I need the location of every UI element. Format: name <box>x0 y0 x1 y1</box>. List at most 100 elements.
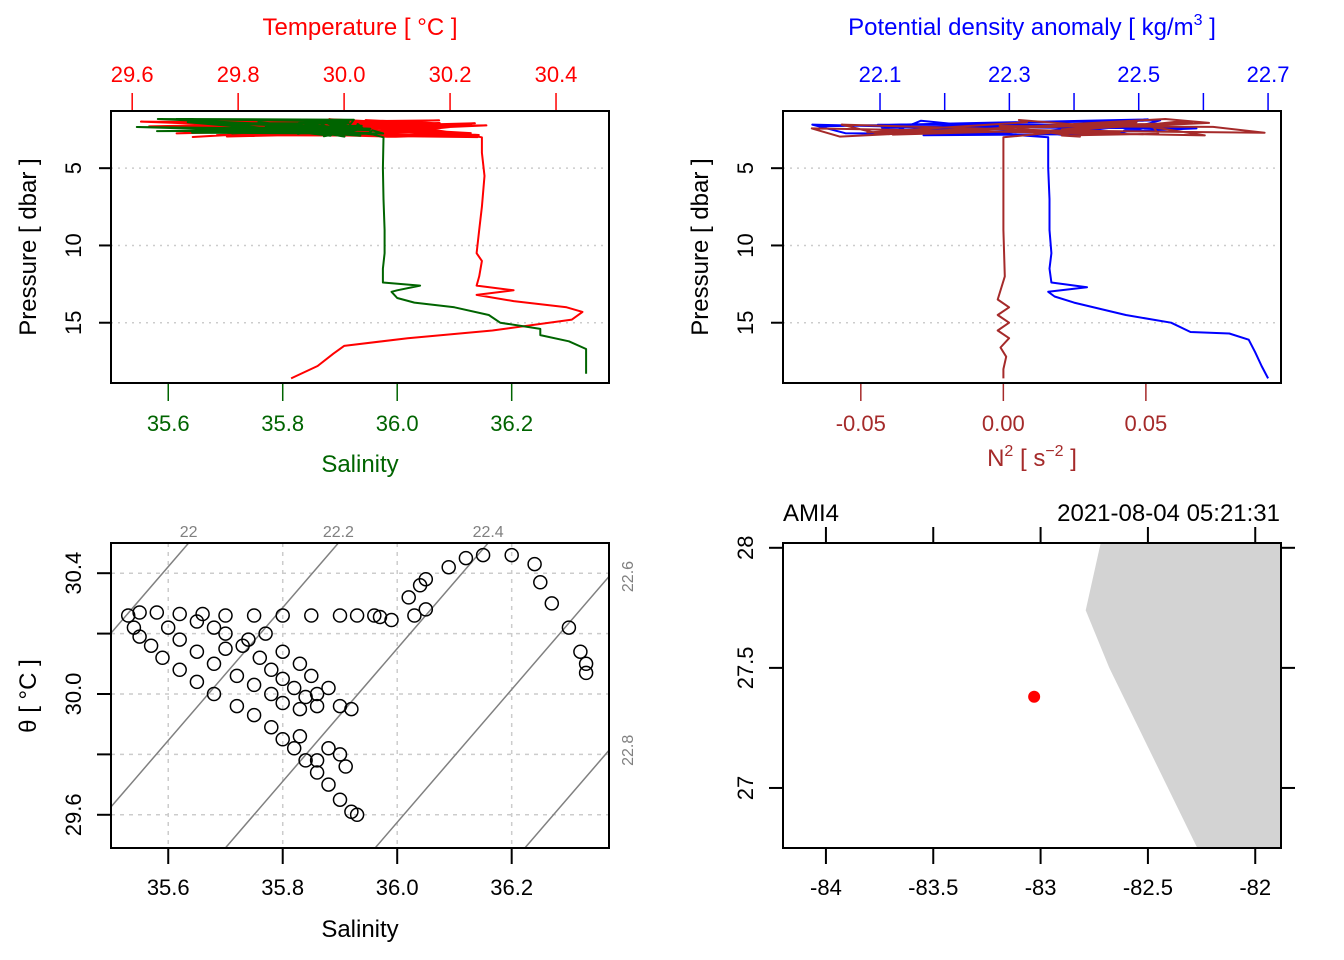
ts-gridlines <box>111 543 609 848</box>
ts-point <box>218 641 233 656</box>
ts-point <box>321 680 336 696</box>
pressure-gridlines <box>111 167 609 324</box>
ts-point <box>206 686 222 702</box>
temperature-axis-title: Temperature [ °C ] <box>263 14 458 41</box>
ts-point <box>172 606 187 622</box>
plot-frame <box>110 110 610 384</box>
x-tick-label: -83.5 <box>908 875 958 900</box>
n2-axis-title: N2 [ s−2 ] <box>987 443 1077 472</box>
ts-point <box>309 765 325 780</box>
isopycnal-labels: 22 22.2 22.4 22.6 22.8 <box>180 524 637 766</box>
map-axes: -84 -83.5 -83 -82.5 -82 27 27.5 28 <box>733 527 1295 900</box>
y-tick-label: 27.5 <box>733 646 758 689</box>
ts-point <box>252 650 268 666</box>
top-tick-label: 22.5 <box>1117 62 1160 87</box>
pressure-axis-title: Pressure [ dbar ] <box>15 158 42 335</box>
density-axis: 22.1 22.3 22.5 22.7 <box>859 62 1290 111</box>
ts-point <box>441 559 456 575</box>
y-tick-label: 5 <box>61 162 86 174</box>
ts-point <box>258 626 273 641</box>
bottom-tick-label: 0.05 <box>1124 411 1167 436</box>
top-tick-label: 30.4 <box>535 62 578 87</box>
ts-point <box>246 677 262 693</box>
bottom-tick-label: 36.0 <box>376 411 419 436</box>
ts-point <box>292 701 308 717</box>
ts-point <box>304 668 319 684</box>
profile-series <box>810 118 1269 379</box>
ts-point <box>332 792 348 807</box>
temperature-axis: 29.6 29.8 30.0 30.2 30.4 <box>111 62 578 111</box>
top-tick-label: 22.1 <box>859 62 902 87</box>
ts-point <box>544 596 560 611</box>
ts-point <box>206 620 222 635</box>
ts-point <box>275 608 290 623</box>
ts-point <box>349 608 365 623</box>
coastline-land <box>1085 543 1281 848</box>
ts-point <box>573 644 588 659</box>
x-tick-label: -83 <box>1025 875 1057 900</box>
series-salinity <box>135 118 588 374</box>
pressure-axis-title: Pressure [ dbar ] <box>687 158 714 335</box>
x-tick-label: -82.5 <box>1123 875 1173 900</box>
ts-point <box>292 729 308 744</box>
y-tick-label: 15 <box>61 310 86 334</box>
ts-point <box>275 644 290 659</box>
ts-point <box>189 674 205 690</box>
ts-point <box>578 656 594 672</box>
series-temperature <box>139 118 584 380</box>
x-tick-label: 35.8 <box>261 875 304 900</box>
ts-point <box>264 662 279 678</box>
ts-point <box>189 614 205 629</box>
ts-point <box>332 747 348 762</box>
n2-axis: -0.05 0.00 0.05 <box>836 383 1167 436</box>
ts-point <box>149 605 165 620</box>
ts-point <box>298 753 313 768</box>
station-time-label: 2021-08-04 05:21:31 <box>1057 500 1280 527</box>
plot-frame <box>782 110 1282 384</box>
x-tick-label: 36.2 <box>490 875 533 900</box>
top-tick-label: 29.6 <box>111 62 154 87</box>
ts-point <box>504 547 519 563</box>
ts-point <box>527 556 542 572</box>
n2-axis-title-main: N <box>987 445 1004 472</box>
ts-point <box>418 602 434 617</box>
x-tick-label: -84 <box>810 875 842 900</box>
ts-point <box>332 698 348 714</box>
y-tick-label: 5 <box>733 162 758 174</box>
ts-point <box>155 650 170 666</box>
ts-xlabel: Salinity <box>321 916 398 943</box>
salinity-axis: 35.6 35.8 36.0 36.2 <box>147 383 533 436</box>
n2-axis-title-end: ] <box>1064 445 1077 472</box>
ts-point <box>321 741 336 756</box>
isopycnal-line <box>111 543 340 809</box>
y-tick-label: 28 <box>733 536 758 560</box>
ts-point <box>132 605 147 620</box>
ts-point <box>309 686 325 702</box>
profile-series <box>135 118 588 380</box>
top-tick-label: 22.7 <box>1247 62 1290 87</box>
isopycnal-label: 22.8 <box>620 735 637 766</box>
y-tick-label: 10 <box>733 233 758 257</box>
ts-diagram-panel: Salinity θ [ °C ] 22 22.2 22.4 22.6 22.8 35.… <box>15 524 637 943</box>
isopycnal-lines <box>111 543 609 848</box>
series-line <box>139 118 584 380</box>
ts-point <box>120 608 136 623</box>
density-axis-title-main: Potential density anomaly [ kg/m <box>848 14 1194 41</box>
ts-point <box>160 620 176 635</box>
ts-point <box>401 590 416 605</box>
ts-point <box>309 698 325 714</box>
ts-point <box>172 632 187 647</box>
ts-point <box>229 668 245 684</box>
ts-point <box>458 550 474 566</box>
x-tick-label: -82 <box>1239 875 1271 900</box>
density-axis-title-end: ] <box>1203 14 1216 41</box>
ts-point <box>332 608 348 623</box>
ts-point <box>304 608 319 623</box>
bottom-tick-label: -0.05 <box>836 411 886 436</box>
ts-point <box>407 608 422 623</box>
plot-frame <box>782 542 1282 849</box>
ts-point <box>292 656 308 672</box>
ts-point <box>418 571 434 587</box>
series-potential-density-anomaly <box>811 118 1269 379</box>
station-marker[interactable] <box>1028 690 1041 703</box>
